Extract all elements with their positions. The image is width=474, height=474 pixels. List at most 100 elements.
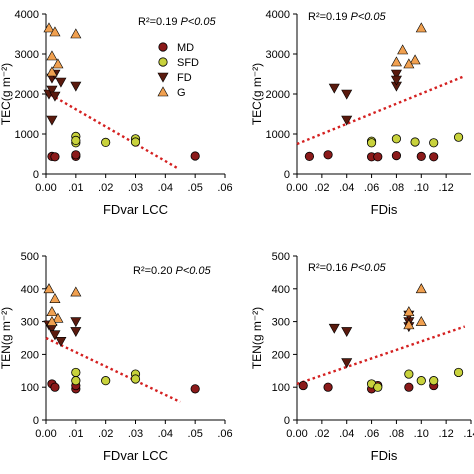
x-tick-label: .06 <box>364 182 379 194</box>
y-tick-label: 100 <box>21 382 39 394</box>
data-point-fd <box>49 91 61 102</box>
y-axis-title: TEC(g m⁻²) <box>0 63 13 125</box>
data-point-md <box>323 382 333 392</box>
legend-label-g: G <box>177 87 186 99</box>
x-tick-label: 0.00 <box>35 428 56 440</box>
legend-label-sfd: SFD <box>177 57 199 69</box>
x-tick-label: .02 <box>98 182 113 194</box>
data-point-fd <box>70 317 82 328</box>
data-point-g <box>403 319 415 330</box>
chart-panel-bottom-left: 0 100 200 300 400 500 0.00 .01 .02 .03 .04 .05 .06 FD… <box>0 251 233 463</box>
p-value-annotation: P<0.05 <box>351 262 387 274</box>
data-point-g <box>43 22 55 33</box>
x-tick-label: .03 <box>128 428 143 440</box>
data-point-md <box>416 151 426 161</box>
y-axis-title: TEN(g m⁻²) <box>250 307 264 369</box>
data-point-g <box>49 26 61 37</box>
legend-marker-sfd <box>158 57 168 67</box>
data-point-md <box>190 151 200 161</box>
data-point-fd <box>390 69 402 80</box>
data-point-fd <box>70 327 82 338</box>
data-point-fd <box>328 83 340 94</box>
data-point-sfd <box>130 374 141 384</box>
trend-line <box>296 325 466 386</box>
data-point-fd <box>55 336 67 347</box>
y-tick-label: 3000 <box>15 49 39 61</box>
data-point-md <box>323 150 333 160</box>
data-point-sfd <box>71 376 81 386</box>
y-tick-label: 500 <box>21 251 39 263</box>
x-tick-label: .12 <box>438 182 453 194</box>
data-point-g <box>70 286 82 297</box>
x-tick-label: 0.00 <box>286 182 307 194</box>
x-tick-label: .12 <box>438 428 453 440</box>
data-point-g <box>409 54 421 65</box>
y-tick-label: 4000 <box>266 9 290 21</box>
y-tick-label: 300 <box>21 317 39 329</box>
legend-label-fd: FD <box>177 72 192 84</box>
data-point-fd <box>328 323 340 334</box>
data-point-fd <box>341 358 353 369</box>
data-point-g <box>46 66 58 77</box>
data-point-fd <box>341 327 353 338</box>
data-point-g <box>46 315 58 326</box>
trend-line <box>45 90 178 170</box>
x-tick-label: .02 <box>314 428 329 440</box>
y-tick-label: 300 <box>272 317 290 329</box>
legend-marker-fd <box>157 72 169 83</box>
data-point-g <box>403 58 415 69</box>
data-point-g <box>43 283 55 294</box>
data-point-g <box>415 22 427 33</box>
x-tick-label: .02 <box>98 428 113 440</box>
data-point-fd <box>70 81 82 92</box>
data-point-g <box>70 28 82 39</box>
data-point-sfd <box>101 376 111 386</box>
data-point-sfd <box>366 138 377 148</box>
data-point-fd <box>341 89 353 100</box>
data-point-sfd <box>453 132 464 142</box>
chart-panel-bottom-right: 0 100 200 300 400 500 0.00 .02 .04 .06 .08 .10 .12 .1… <box>250 251 474 463</box>
y-tick-label: 400 <box>21 284 39 296</box>
r2-annotation: R²=0.16 P<0.05 <box>308 262 387 274</box>
y-tick-label: 200 <box>21 349 39 361</box>
data-point-sfd <box>71 367 81 378</box>
data-point-g <box>397 44 409 55</box>
data-point-g <box>415 315 427 326</box>
y-axis-title: TEN(g m⁻²) <box>0 307 13 369</box>
x-tick-label: .01 <box>68 428 83 440</box>
y-axis-title: TEC(g m⁻²) <box>250 63 264 125</box>
data-point-sfd <box>410 137 420 147</box>
x-tick-label: .05 <box>188 182 203 194</box>
data-point-md <box>404 382 414 392</box>
data-point-g <box>46 50 58 61</box>
x-tick-label: .10 <box>414 182 429 194</box>
data-point-fd <box>55 77 67 88</box>
x-tick-label: .06 <box>364 428 379 440</box>
legend-label-md: MD <box>177 42 194 54</box>
x-axis-title: FDvar LCC <box>103 448 168 463</box>
x-tick-label: .06 <box>217 182 232 194</box>
data-point-g <box>415 283 427 294</box>
x-axis-title: FDis <box>371 202 398 217</box>
y-tick-label: 4000 <box>15 9 39 21</box>
data-point-sfd <box>429 376 439 386</box>
y-tick-label: 400 <box>272 284 290 296</box>
data-point-sfd <box>130 137 141 147</box>
data-point-g <box>403 306 415 317</box>
x-tick-label: .04 <box>339 182 354 194</box>
data-point-sfd <box>373 382 383 392</box>
data-point-g <box>390 56 402 67</box>
data-point-md <box>429 152 439 162</box>
y-tick-label: 0 <box>33 415 39 427</box>
p-value-annotation: P<0.05 <box>181 16 217 28</box>
r2-annotation: R²=0.19 P<0.05 <box>308 11 387 23</box>
data-point-md <box>373 152 383 162</box>
y-tick-label: 500 <box>272 251 290 263</box>
x-tick-label: .06 <box>217 428 232 440</box>
data-point-fd <box>46 85 58 96</box>
y-tick-label: 0 <box>33 169 39 181</box>
data-point-fd <box>49 330 61 341</box>
data-point-fd <box>390 75 402 86</box>
y-tick-label: 1000 <box>266 129 290 141</box>
